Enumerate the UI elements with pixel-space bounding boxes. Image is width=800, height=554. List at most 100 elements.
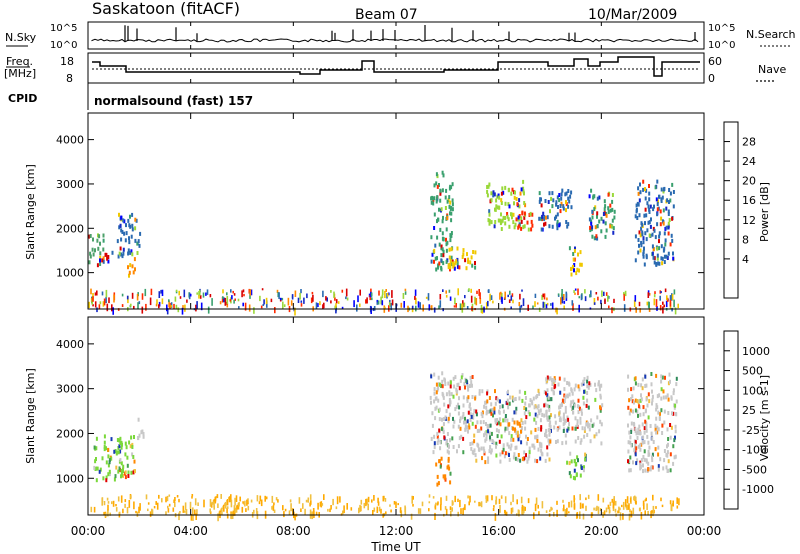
range-cell (478, 447, 481, 452)
range-cell (554, 420, 557, 425)
range-cell (586, 379, 589, 384)
range-cell (516, 457, 519, 462)
range-cell (504, 414, 507, 418)
range-cell (497, 420, 500, 425)
range-cell (107, 454, 110, 459)
range-cell (129, 263, 132, 268)
ground-scatter-cell (224, 297, 227, 306)
range-cell (474, 396, 477, 401)
ground-scatter-cell (225, 503, 228, 506)
range-cell (561, 188, 564, 193)
ground-scatter-cell (480, 501, 483, 508)
range-cell (634, 452, 637, 457)
ground-scatter-cell (281, 297, 284, 301)
ground-scatter-cell (534, 503, 537, 512)
range-cell (499, 459, 502, 464)
range-cell (486, 391, 489, 396)
range-cell (667, 251, 670, 256)
range-cell (510, 434, 513, 439)
range-cell (447, 404, 450, 409)
range-cell (473, 433, 476, 438)
range-cell (587, 405, 590, 410)
range-cell (673, 405, 676, 410)
range-cell (506, 401, 509, 406)
range-cell (555, 202, 558, 207)
range-cell (468, 404, 471, 409)
range-cell (570, 459, 573, 464)
range-cell (524, 390, 527, 395)
range-cell (438, 428, 441, 433)
range-cell (655, 262, 658, 267)
range-cell (639, 431, 642, 436)
ground-scatter-cell (550, 303, 552, 306)
ground-scatter-cell (210, 502, 213, 508)
range-cell (435, 396, 438, 401)
range-cell (436, 195, 439, 200)
range-cell (573, 459, 576, 464)
ground-scatter-cell (182, 505, 185, 513)
ground-scatter-cell (275, 497, 278, 501)
ground-scatter-cell (246, 499, 248, 506)
range-cell (600, 422, 603, 427)
range-cell (437, 375, 440, 380)
range-cell (466, 425, 469, 430)
range-cell (656, 246, 659, 251)
ground-scatter-cell (507, 294, 509, 298)
range-cell (464, 424, 467, 429)
ground-scatter-cell (271, 506, 273, 510)
range-cell (512, 212, 515, 217)
range-cell (530, 399, 533, 404)
ground-scatter-cell (464, 504, 466, 511)
range-cell (513, 452, 516, 457)
range-cell (656, 222, 659, 227)
ground-scatter-cell (422, 304, 424, 312)
range-cell (124, 238, 127, 243)
ground-scatter-cell (377, 497, 379, 503)
range-cell (560, 192, 563, 197)
ground-scatter-cell (504, 509, 506, 514)
range-cell (661, 431, 664, 435)
range-cell (643, 457, 646, 462)
ground-scatter-cell (400, 510, 403, 518)
ground-scatter-cell (479, 502, 482, 507)
range-cell (475, 412, 478, 417)
range-cell (122, 218, 125, 223)
range-cell (499, 221, 502, 226)
range-cell (447, 458, 450, 463)
range-cell (450, 255, 453, 260)
range-cell (632, 421, 635, 426)
ground-scatter-cell (309, 513, 312, 519)
range-cell (667, 437, 670, 441)
range-cell (435, 181, 438, 186)
range-cell (449, 259, 452, 263)
range-cell (652, 440, 655, 444)
ground-scatter-cell (377, 501, 380, 506)
range-cell (637, 427, 640, 432)
range-cell (442, 261, 445, 266)
ground-scatter-cell (272, 505, 275, 511)
range-cell (558, 405, 561, 410)
ground-scatter-cell (377, 300, 380, 305)
range-cell (674, 429, 677, 434)
range-cell (659, 412, 661, 417)
ground-scatter-cell (184, 502, 187, 510)
ground-scatter-cell (112, 307, 114, 315)
range-cell (445, 227, 448, 232)
range-cell (499, 405, 501, 410)
range-cell (661, 256, 664, 261)
range-cell (634, 381, 637, 386)
ground-scatter-cell (622, 513, 624, 520)
range-cell (657, 427, 660, 432)
range-cell (599, 395, 602, 400)
range-cell (605, 228, 608, 233)
range-cell (495, 418, 498, 423)
range-cell (430, 436, 433, 441)
range-cell (645, 253, 648, 258)
range-cell (641, 377, 644, 382)
ground-scatter-cell (381, 300, 384, 306)
range-cell (528, 454, 531, 459)
ground-scatter-cell (445, 290, 447, 294)
y-tick-label: 3000 (56, 178, 84, 191)
range-cell (567, 426, 570, 431)
range-cell (441, 170, 444, 175)
